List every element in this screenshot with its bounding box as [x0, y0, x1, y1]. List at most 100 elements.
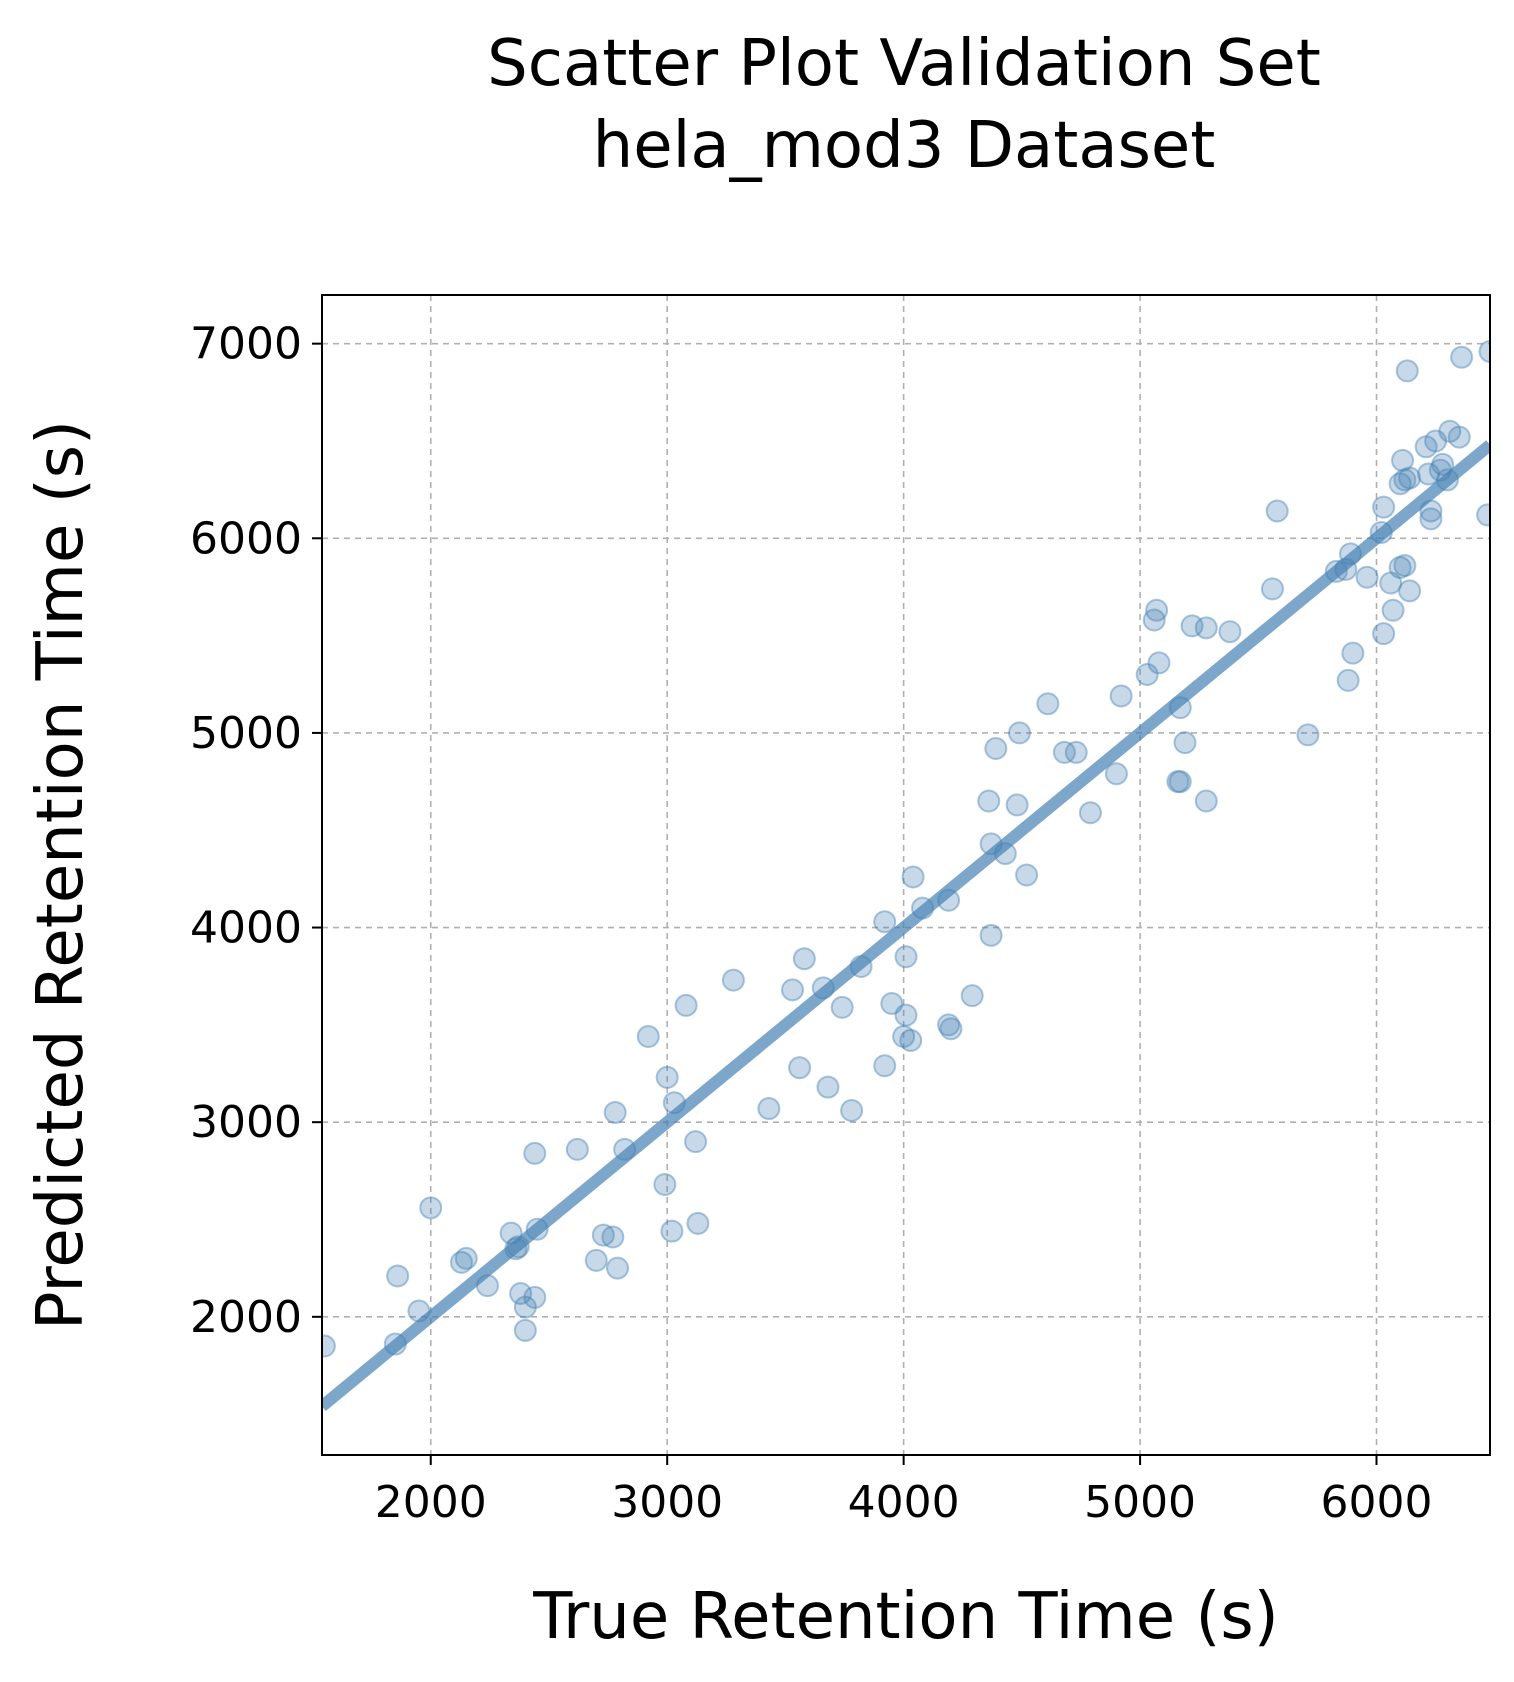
data-point [1078, 801, 1102, 825]
data-point [873, 910, 897, 934]
data-point [1168, 770, 1192, 794]
data-point [894, 945, 918, 969]
data-point [899, 1028, 923, 1052]
data-point [1168, 696, 1192, 720]
data-point [1478, 339, 1490, 363]
data-point [662, 1091, 686, 1115]
points-layer [322, 339, 1490, 1358]
data-point [449, 1250, 473, 1274]
data-point [816, 1075, 840, 1099]
data-point [721, 968, 745, 992]
data-point [525, 1217, 549, 1241]
data-point [937, 888, 961, 912]
data-point [993, 842, 1017, 866]
data-point [606, 1256, 630, 1280]
data-point [636, 1025, 660, 1049]
data-point [1296, 723, 1320, 747]
data-point [1417, 462, 1441, 486]
data-point [1476, 503, 1490, 527]
y-axis-label: Predicted Retention Time (s) [24, 420, 98, 1330]
data-point [1145, 598, 1169, 622]
data-point [1052, 740, 1076, 764]
data-point [674, 993, 698, 1017]
data-point [1447, 425, 1471, 449]
data-point [1355, 565, 1379, 589]
data-point [1424, 429, 1448, 453]
data-point [1005, 793, 1029, 817]
data-point [901, 865, 925, 889]
data-point [1393, 554, 1417, 578]
data-point [1194, 789, 1218, 813]
data-point [684, 1130, 708, 1154]
data-point [655, 1065, 679, 1089]
data-point [660, 1219, 684, 1243]
data-point [1336, 668, 1360, 692]
data-point [894, 1003, 918, 1027]
x-axis-label: True Retention Time (s) [532, 1580, 1278, 1654]
plot-frame [321, 294, 1491, 1456]
data-point [523, 1141, 547, 1165]
data-point [1414, 435, 1438, 459]
data-point [1180, 614, 1204, 638]
data-point [1260, 577, 1284, 601]
data-point [979, 923, 1003, 947]
data-point [1166, 770, 1190, 794]
data-point [1435, 468, 1459, 492]
data-point [383, 1332, 407, 1356]
data-point [1142, 608, 1166, 632]
y-tick-label: 7000 [190, 319, 302, 370]
data-point [1419, 507, 1443, 531]
data-point [1398, 579, 1422, 603]
data-point [686, 1211, 710, 1235]
x-axis-ticks: 2000 3000 4000 5000 6000 [375, 1455, 1433, 1528]
data-point [1324, 559, 1348, 583]
data-point [1104, 762, 1128, 786]
data-point [419, 1196, 443, 1220]
data-point [601, 1225, 625, 1249]
data-point [1339, 542, 1363, 566]
data-point [603, 1100, 627, 1124]
grid-layer [322, 295, 1490, 1455]
y-tick-label: 2000 [190, 1292, 302, 1343]
x-tick-label: 4000 [848, 1477, 960, 1528]
data-point [591, 1223, 615, 1247]
data-point [1109, 684, 1133, 708]
data-point [781, 978, 805, 1002]
data-point [849, 954, 873, 978]
data-point [1173, 731, 1197, 755]
data-point [476, 1274, 500, 1298]
x-tick-label: 3000 [611, 1477, 723, 1528]
data-point [1372, 622, 1396, 646]
data-point [613, 1137, 637, 1161]
data-point [939, 1017, 963, 1041]
data-point [1379, 571, 1403, 595]
data-point [1381, 598, 1405, 622]
data-point [407, 1299, 431, 1323]
data-point [1391, 448, 1415, 472]
data-point [513, 1295, 537, 1319]
y-axis-ticks: 2000 3000 4000 5000 6000 7000 [190, 319, 322, 1343]
data-point [1450, 345, 1474, 369]
chart-subtitle: hela_mod3 Dataset [593, 109, 1216, 183]
data-point [1398, 466, 1422, 490]
data-point [979, 832, 1003, 856]
data-point [1036, 692, 1060, 716]
reference-line [322, 440, 1490, 1411]
y-tick-label: 3000 [190, 1097, 302, 1148]
x-tick-label: 6000 [1321, 1477, 1433, 1528]
data-point [830, 995, 854, 1019]
data-point [1372, 495, 1396, 519]
chart-title: Scatter Plot Validation Set [487, 27, 1321, 101]
data-point [1388, 555, 1412, 579]
data-point [653, 1172, 677, 1196]
x-tick-label: 5000 [1084, 1477, 1196, 1528]
data-point [960, 984, 984, 1008]
data-point [792, 947, 816, 971]
data-point [513, 1318, 537, 1342]
data-point [937, 1013, 961, 1037]
data-point [1194, 616, 1218, 640]
data-point [499, 1221, 523, 1245]
data-point [565, 1137, 589, 1161]
